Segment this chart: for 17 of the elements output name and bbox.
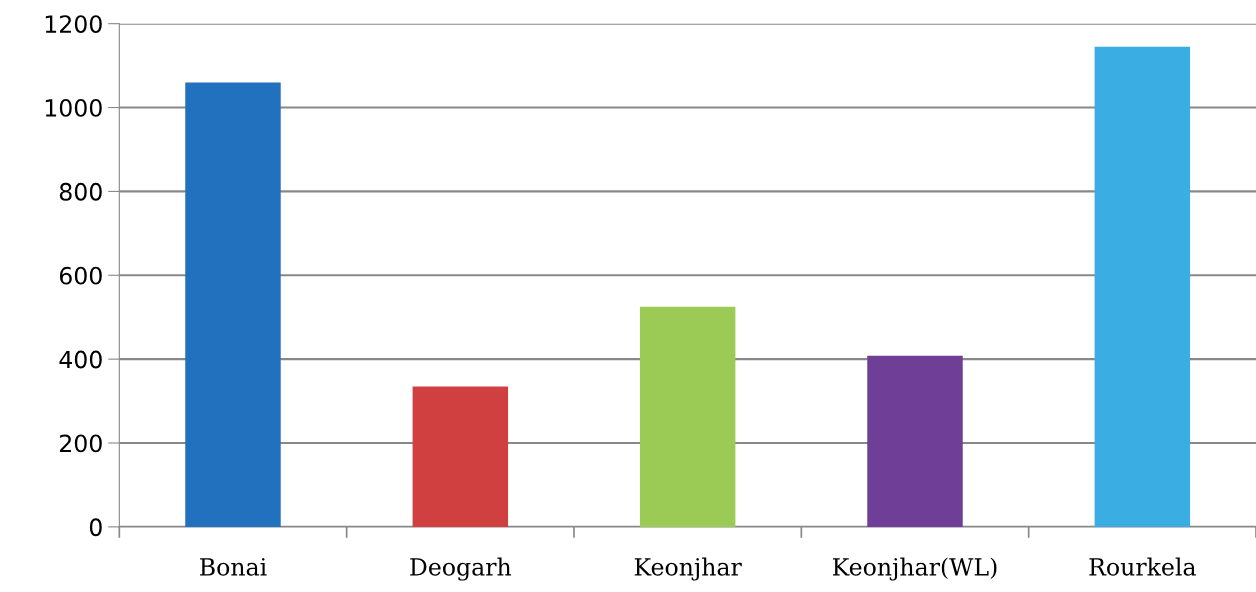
bar (639, 306, 736, 527)
bar (867, 355, 963, 527)
y-tick-label: 800 (59, 182, 102, 201)
x-tick-label: Keonjhar(WL) (832, 557, 997, 581)
x-tick-label: Deogarh (410, 557, 512, 581)
y-tick-label: 1000 (45, 98, 102, 117)
y-tick-label: 1200 (45, 15, 102, 33)
bar (412, 386, 509, 527)
x-tick-label: Rourkela (1089, 557, 1196, 576)
y-tick-label: 0 (89, 518, 102, 537)
y-tick-label: 600 (59, 266, 102, 285)
y-tick-label: 400 (59, 350, 102, 369)
bar (1094, 46, 1191, 527)
x-tick-label: Keonjhar (634, 557, 742, 581)
bar (185, 82, 281, 527)
y-tick-label: 200 (60, 434, 102, 453)
x-tick-label: Bonai (200, 558, 267, 576)
